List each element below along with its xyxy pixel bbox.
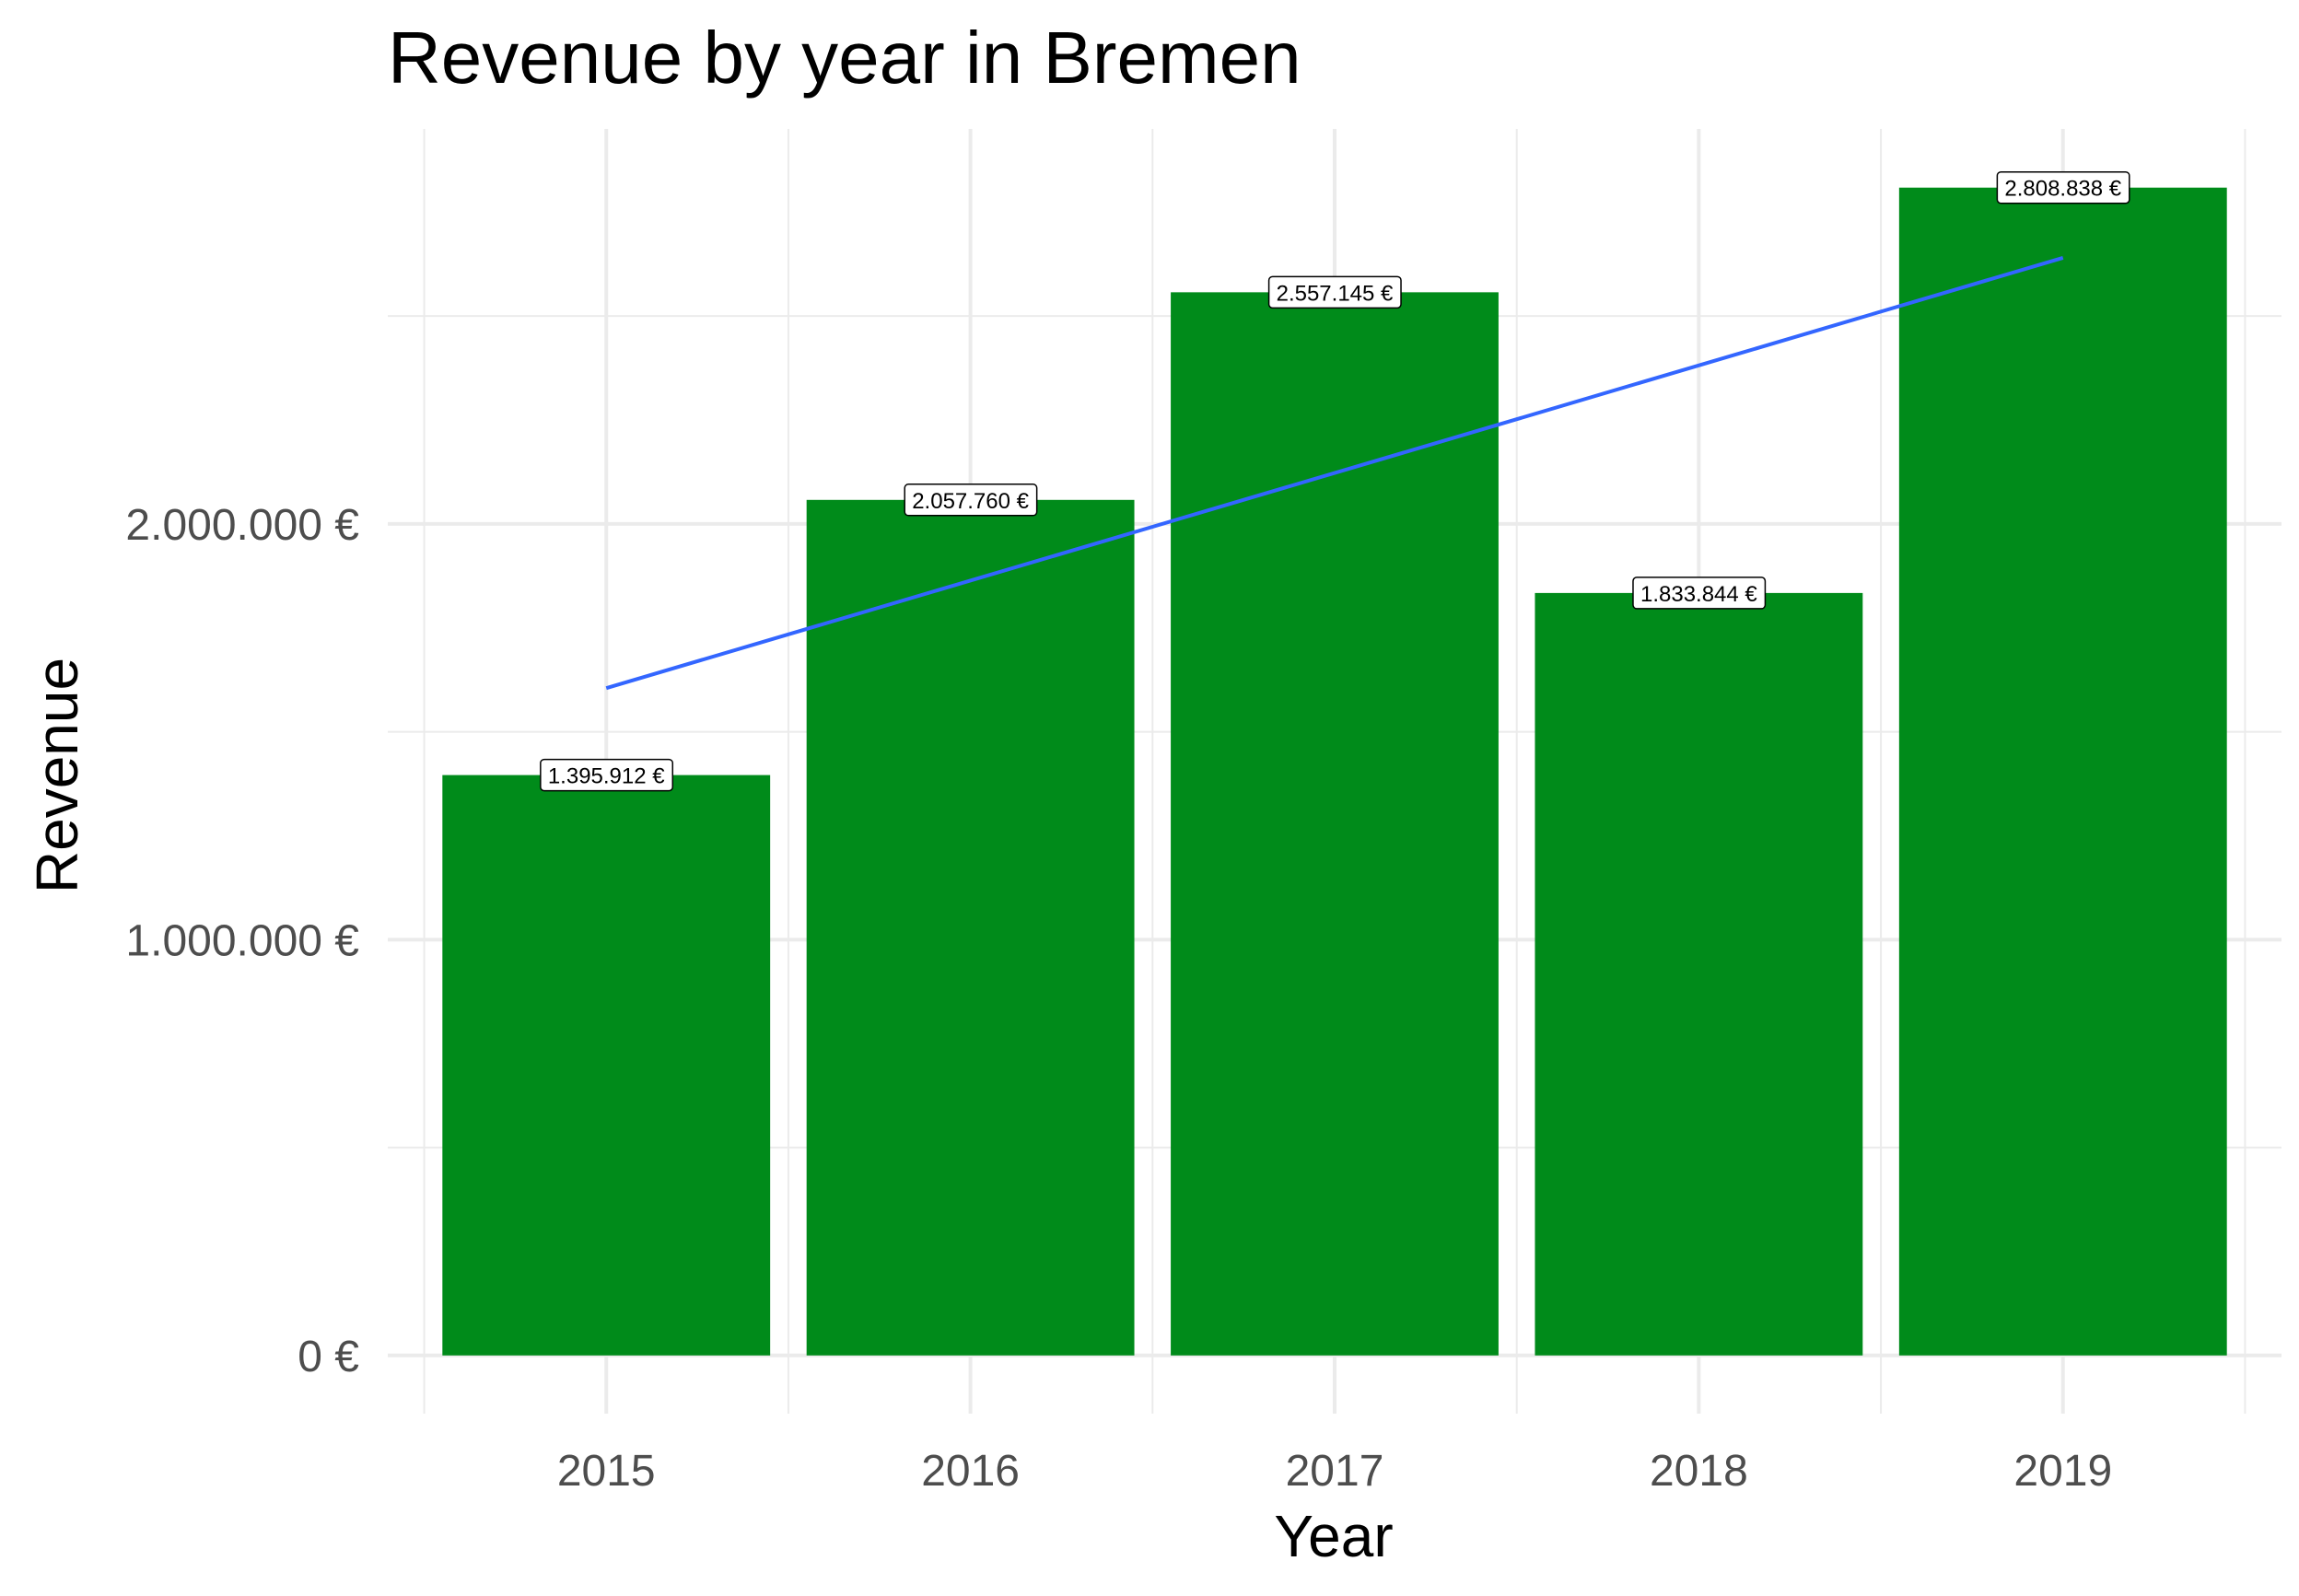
data-label-layer: 1.395.912 € 2.057.760 € 2.557.145 € 1.833.8… <box>540 170 2130 792</box>
data-label-2019: 2.808.838 € <box>1996 170 2130 204</box>
x-axis-title: Year <box>1274 1503 1393 1569</box>
bar-layer <box>442 187 2227 1356</box>
y-tick-label: 1.000.000 € <box>125 916 359 965</box>
data-label-text: 2.808.838 € <box>2004 177 2121 202</box>
bar-2019 <box>1898 187 2227 1356</box>
bar-2018 <box>1535 592 1863 1356</box>
data-label-box <box>1632 577 1767 610</box>
data-label-2015: 1.395.912 € <box>540 758 674 792</box>
data-label-2018: 1.833.844 € <box>1632 577 1767 610</box>
trend-layer <box>605 256 2064 691</box>
data-label-2017: 2.557.145 € <box>1267 275 1402 309</box>
bar-2015 <box>442 775 771 1356</box>
bar-2017 <box>1171 292 1499 1356</box>
x-tick-label: 2015 <box>557 1447 656 1496</box>
x-tick-label: 2018 <box>1650 1447 1748 1496</box>
data-label-box <box>540 758 674 792</box>
chart-title: Revenue by year in Bremen <box>388 17 1301 99</box>
bar-2016 <box>806 499 1135 1356</box>
data-label-text: 1.395.912 € <box>548 764 665 789</box>
data-label-box <box>904 483 1038 517</box>
trend-line <box>605 256 2064 691</box>
x-tick-label: 2016 <box>921 1447 1020 1496</box>
data-label-text: 2.557.145 € <box>1277 281 1394 306</box>
y-axis-title: Revenue <box>24 658 90 893</box>
x-tick-label: 2019 <box>2013 1447 2112 1496</box>
data-label-text: 1.833.844 € <box>1640 582 1757 607</box>
data-label-text: 2.057.760 € <box>912 489 1029 514</box>
y-tick-label: 0 € <box>298 1333 359 1381</box>
data-label-box <box>1267 275 1402 309</box>
data-label-2016: 2.057.760 € <box>904 483 1038 517</box>
x-tick-label: 2017 <box>1286 1447 1384 1496</box>
data-label-box <box>1996 170 2130 204</box>
axis-layer: 0 € 1.000.000 € 2.000.000 € 2015 2016 2017 201… <box>125 501 2112 1496</box>
y-tick-label: 2.000.000 € <box>125 501 359 550</box>
